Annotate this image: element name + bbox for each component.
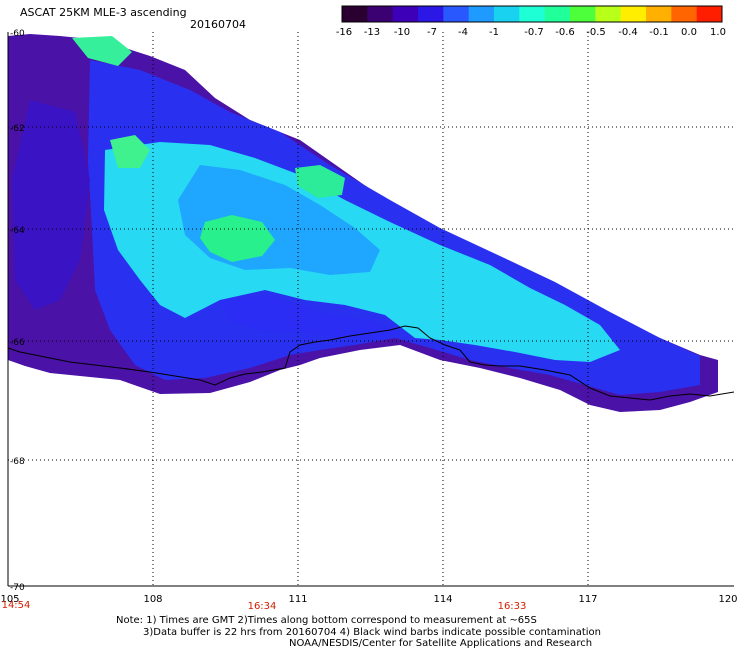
- colorbar-swatch: [671, 6, 698, 22]
- colorbar-swatch: [519, 6, 546, 22]
- time-labels: 14:54 16:34 16:33: [2, 600, 527, 612]
- swath-green: [72, 36, 132, 66]
- x-tick-label: 117: [578, 594, 597, 605]
- x-tick-label: 120: [718, 594, 737, 605]
- y-tick-label: -66: [10, 338, 25, 348]
- plot-frame: [7, 32, 734, 587]
- colorbar-label: -4: [458, 27, 468, 38]
- colorbar-label: -0.7: [524, 27, 544, 38]
- colorbar-swatch: [418, 6, 444, 22]
- colorbar-swatch: [342, 6, 368, 22]
- colorbar-swatch: [570, 6, 596, 22]
- colorbar-label: 0.0: [681, 27, 697, 38]
- colorbar-label: -0.5: [586, 27, 606, 38]
- colorbar-label: -1: [489, 27, 499, 38]
- y-tick-label: -68: [10, 457, 25, 467]
- note-line-1: Note: 1) Times are GMT 2)Times along bot…: [116, 615, 537, 626]
- map-title: ASCAT 25KM MLE-3 ascending: [20, 6, 187, 19]
- colorbar-label: -0.6: [555, 27, 575, 38]
- time-label: 14:54: [2, 600, 31, 611]
- y-axis-labels: -60 -62 -64 -66 -68 -70: [10, 29, 25, 593]
- graticule: [8, 32, 734, 586]
- colorbar-label: -0.1: [649, 27, 669, 38]
- colorbar-label: -16: [336, 27, 352, 38]
- colorbar-swatch: [620, 6, 647, 22]
- colorbar-swatch: [468, 6, 495, 22]
- colorbar: -16 -13 -10 -7 -4 -1 -0.7 -0.6 -0.5 -0.4…: [336, 5, 726, 38]
- note-line-3: NOAA/NESDIS/Center for Satellite Applica…: [289, 638, 593, 649]
- colorbar-swatch: [646, 6, 672, 22]
- x-tick-label: 105: [0, 594, 19, 605]
- swath-green: [110, 135, 150, 168]
- time-label: 16:34: [248, 601, 277, 612]
- data-swath: [8, 34, 718, 412]
- swath-green: [295, 165, 345, 198]
- colorbar-swatch: [494, 6, 520, 22]
- colorbar-label: -13: [364, 27, 380, 38]
- swath-deep-blue: [12, 100, 90, 310]
- colorbar-swatch: [696, 6, 723, 22]
- swath-green: [200, 215, 275, 262]
- y-tick-label: -64: [10, 226, 25, 236]
- colorbar-label: 1.0: [710, 27, 726, 38]
- note-line-2: 3)Data buffer is 22 hrs from 20160704 4)…: [143, 627, 601, 638]
- y-tick-label: -62: [10, 124, 25, 134]
- colorbar-swatch: [443, 6, 470, 22]
- colorbar-swatch: [595, 6, 622, 22]
- x-tick-label: 114: [433, 594, 452, 605]
- x-tick-label: 111: [288, 594, 307, 605]
- x-tick-label: 108: [143, 594, 162, 605]
- x-axis-labels: 105 108 111 114 117 120: [0, 594, 737, 605]
- colorbar-label: -10: [394, 27, 410, 38]
- coastline: [7, 325, 735, 401]
- y-tick-label: -60: [10, 29, 25, 39]
- colorbar-label: -7: [427, 27, 437, 38]
- time-label: 16:33: [498, 601, 527, 612]
- colorbar-label: -0.4: [618, 27, 638, 38]
- colorbar-swatch: [367, 6, 394, 22]
- colorbar-swatch: [544, 6, 571, 22]
- colorbar-swatch: [392, 6, 419, 22]
- swath-blue: [220, 295, 400, 340]
- y-tick-label: -70: [10, 583, 25, 593]
- map-date: 20160704: [190, 18, 246, 31]
